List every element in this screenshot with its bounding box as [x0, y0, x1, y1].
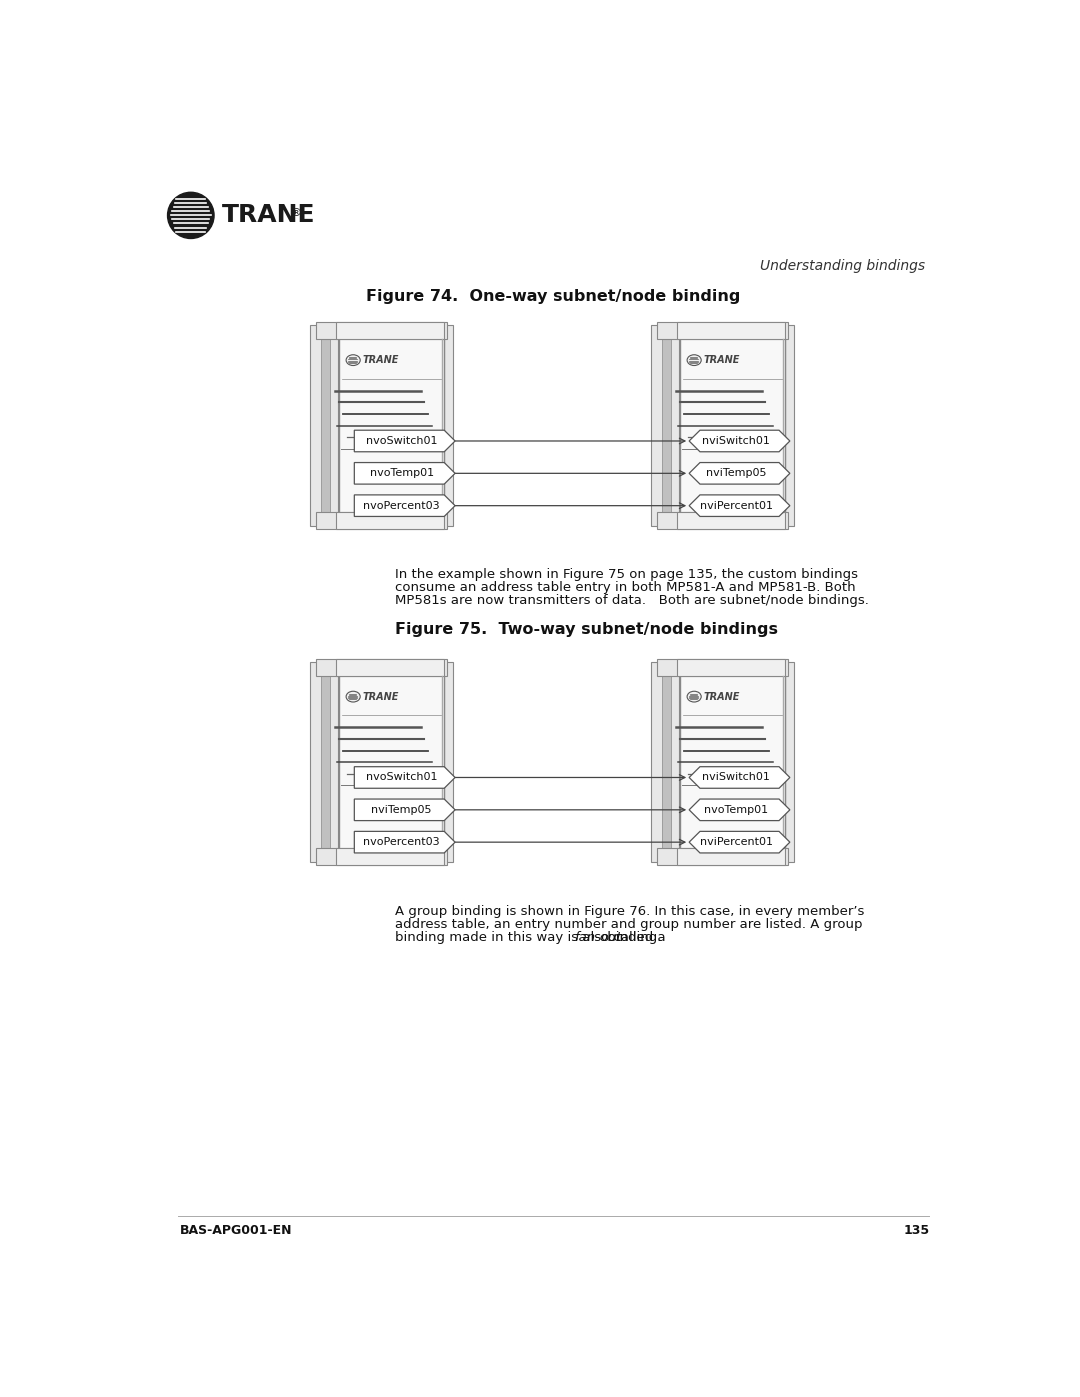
Bar	[321, 676, 329, 848]
Text: nviSwitch01: nviSwitch01	[702, 436, 770, 446]
Bar	[316, 511, 447, 529]
Polygon shape	[354, 767, 455, 788]
Bar	[677, 323, 785, 339]
Text: TRANE: TRANE	[221, 204, 315, 228]
Polygon shape	[689, 495, 789, 517]
Text: consume an address table entry in both MP581-A and MP581-B. Both: consume an address table entry in both M…	[394, 581, 855, 594]
Bar	[310, 662, 338, 862]
Text: TRANE: TRANE	[363, 355, 399, 365]
Bar	[336, 323, 444, 339]
Polygon shape	[354, 495, 455, 517]
Polygon shape	[689, 831, 789, 854]
Bar	[321, 339, 329, 511]
Polygon shape	[354, 462, 455, 485]
Bar	[316, 323, 447, 339]
Text: 135: 135	[903, 1224, 930, 1238]
Bar	[657, 323, 788, 339]
Bar	[677, 848, 785, 865]
Text: In the example shown in Figure 75 on page 135, the custom bindings: In the example shown in Figure 75 on pag…	[394, 569, 858, 581]
Text: nvoPercent03: nvoPercent03	[363, 500, 440, 511]
Bar	[677, 659, 785, 676]
Bar	[316, 848, 447, 865]
Text: BAS-APG001-EN: BAS-APG001-EN	[180, 1224, 293, 1238]
Bar	[336, 511, 444, 529]
Text: nviTemp05: nviTemp05	[706, 468, 767, 478]
Text: TRANE: TRANE	[703, 355, 740, 365]
Bar	[680, 662, 785, 862]
Text: nvoTemp01: nvoTemp01	[369, 468, 434, 478]
Bar	[662, 676, 671, 848]
Polygon shape	[689, 767, 789, 788]
Text: nvoTemp01: nvoTemp01	[704, 805, 769, 814]
Text: nviSwitch01: nviSwitch01	[702, 773, 770, 782]
Bar	[336, 659, 444, 676]
Text: nvoSwitch01: nvoSwitch01	[366, 773, 437, 782]
Bar	[785, 326, 794, 525]
Ellipse shape	[687, 355, 701, 366]
Bar	[651, 662, 678, 862]
Bar	[785, 662, 794, 862]
Polygon shape	[689, 462, 789, 485]
Text: nviPercent01: nviPercent01	[700, 837, 773, 847]
Bar	[336, 848, 444, 865]
Bar	[339, 662, 444, 862]
Ellipse shape	[346, 692, 361, 703]
Bar	[339, 326, 444, 525]
Polygon shape	[354, 831, 455, 854]
Bar	[680, 326, 785, 525]
Text: TRANE: TRANE	[363, 692, 399, 701]
Ellipse shape	[687, 692, 701, 703]
Bar	[657, 848, 788, 865]
Bar	[651, 326, 678, 525]
Ellipse shape	[346, 355, 361, 366]
Text: Figure 74.  One-way subnet/node binding: Figure 74. One-way subnet/node binding	[366, 289, 741, 305]
Text: nvoSwitch01: nvoSwitch01	[366, 436, 437, 446]
Polygon shape	[689, 430, 789, 451]
Polygon shape	[689, 799, 789, 820]
Polygon shape	[354, 799, 455, 820]
Text: binding made in this way is also called a: binding made in this way is also called …	[394, 930, 670, 944]
Bar	[677, 511, 785, 529]
Bar	[310, 326, 338, 525]
Text: Understanding bindings: Understanding bindings	[760, 258, 926, 272]
Text: fan-out: fan-out	[573, 930, 621, 944]
Text: MP581s are now transmitters of data.   Both are subnet/node bindings.: MP581s are now transmitters of data. Bot…	[394, 594, 868, 608]
Text: nviPercent01: nviPercent01	[700, 500, 773, 511]
Text: ®: ®	[291, 208, 301, 218]
Bar	[444, 662, 454, 862]
Text: TRANE: TRANE	[703, 692, 740, 701]
Bar	[657, 511, 788, 529]
Polygon shape	[354, 430, 455, 451]
Text: address table, an entry number and group number are listed. A group: address table, an entry number and group…	[394, 918, 862, 930]
Bar	[316, 659, 447, 676]
Text: nvoPercent03: nvoPercent03	[363, 837, 440, 847]
Text: Figure 75.  Two-way subnet/node bindings: Figure 75. Two-way subnet/node bindings	[394, 622, 778, 637]
Text: A group binding is shown in Figure 76. In this case, in every member’s: A group binding is shown in Figure 76. I…	[394, 904, 864, 918]
Text: nviTemp05: nviTemp05	[372, 805, 432, 814]
Bar	[662, 339, 671, 511]
Text: binding.: binding.	[604, 930, 662, 944]
Bar	[444, 326, 454, 525]
Bar	[657, 659, 788, 676]
Circle shape	[167, 193, 214, 239]
